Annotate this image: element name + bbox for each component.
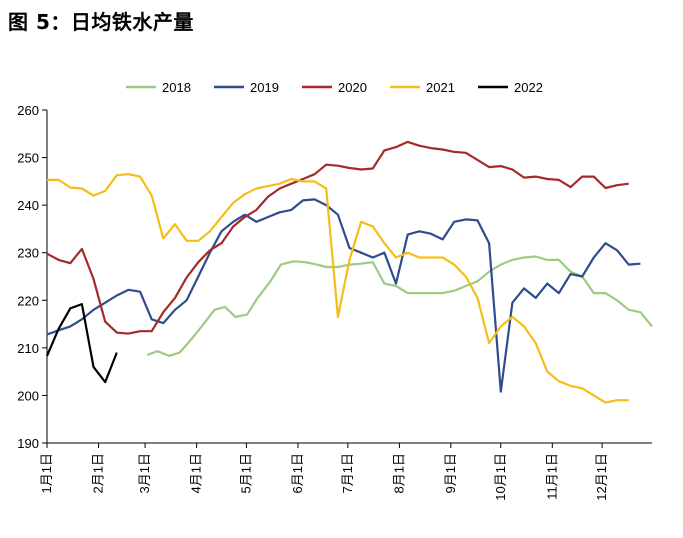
y-tick-label: 250	[17, 151, 39, 166]
x-tick-label: 10月1日	[493, 453, 508, 501]
x-tick-label: 6月1日	[290, 453, 305, 493]
y-tick-label: 210	[17, 341, 39, 356]
y-axis-ticks: 190 200 210 220 230 240 250 260	[17, 103, 47, 451]
y-tick-label: 190	[17, 436, 39, 451]
x-axis-ticks: 1月1日 2月1日 3月1日 4月1日 5月1日 6月1日 7月1日 8月1日 9月1日 10月1…	[39, 443, 609, 501]
legend-label-2021: 2021	[426, 80, 455, 95]
legend-label-2020: 2020	[338, 80, 367, 95]
legend-label-2022: 2022	[514, 80, 543, 95]
series-line-2020	[46, 140, 629, 335]
series-line-2019	[46, 198, 641, 393]
y-tick-label: 220	[17, 293, 39, 308]
legend-label-2019: 2019	[250, 80, 279, 95]
x-tick-label: 1月1日	[39, 453, 54, 493]
x-tick-label: 2月1日	[91, 453, 106, 493]
y-tick-label: 230	[17, 246, 39, 261]
x-tick-label: 12月1日	[594, 453, 609, 501]
series-lines	[45, 140, 653, 404]
series-line-2022	[45, 303, 118, 384]
y-tick-label: 200	[17, 388, 39, 403]
y-tick-label: 260	[17, 103, 39, 118]
series-line-2018	[146, 255, 653, 357]
x-tick-label: 3月1日	[137, 453, 152, 493]
x-tick-label: 5月1日	[238, 453, 253, 493]
x-tick-label: 11月1日	[544, 453, 559, 500]
series-line-2021	[47, 173, 629, 404]
figure-title: 图 5：日均铁水产量	[8, 10, 194, 34]
y-tick-label: 240	[17, 198, 39, 213]
legend-label-2018: 2018	[162, 80, 191, 95]
axes	[46, 110, 652, 444]
legend: 2018 2019 2020 2021 2022	[126, 80, 543, 95]
x-tick-label: 9月1日	[443, 453, 458, 493]
x-tick-label: 7月1日	[340, 453, 355, 493]
x-tick-label: 4月1日	[189, 453, 204, 493]
x-tick-label: 8月1日	[391, 453, 406, 493]
